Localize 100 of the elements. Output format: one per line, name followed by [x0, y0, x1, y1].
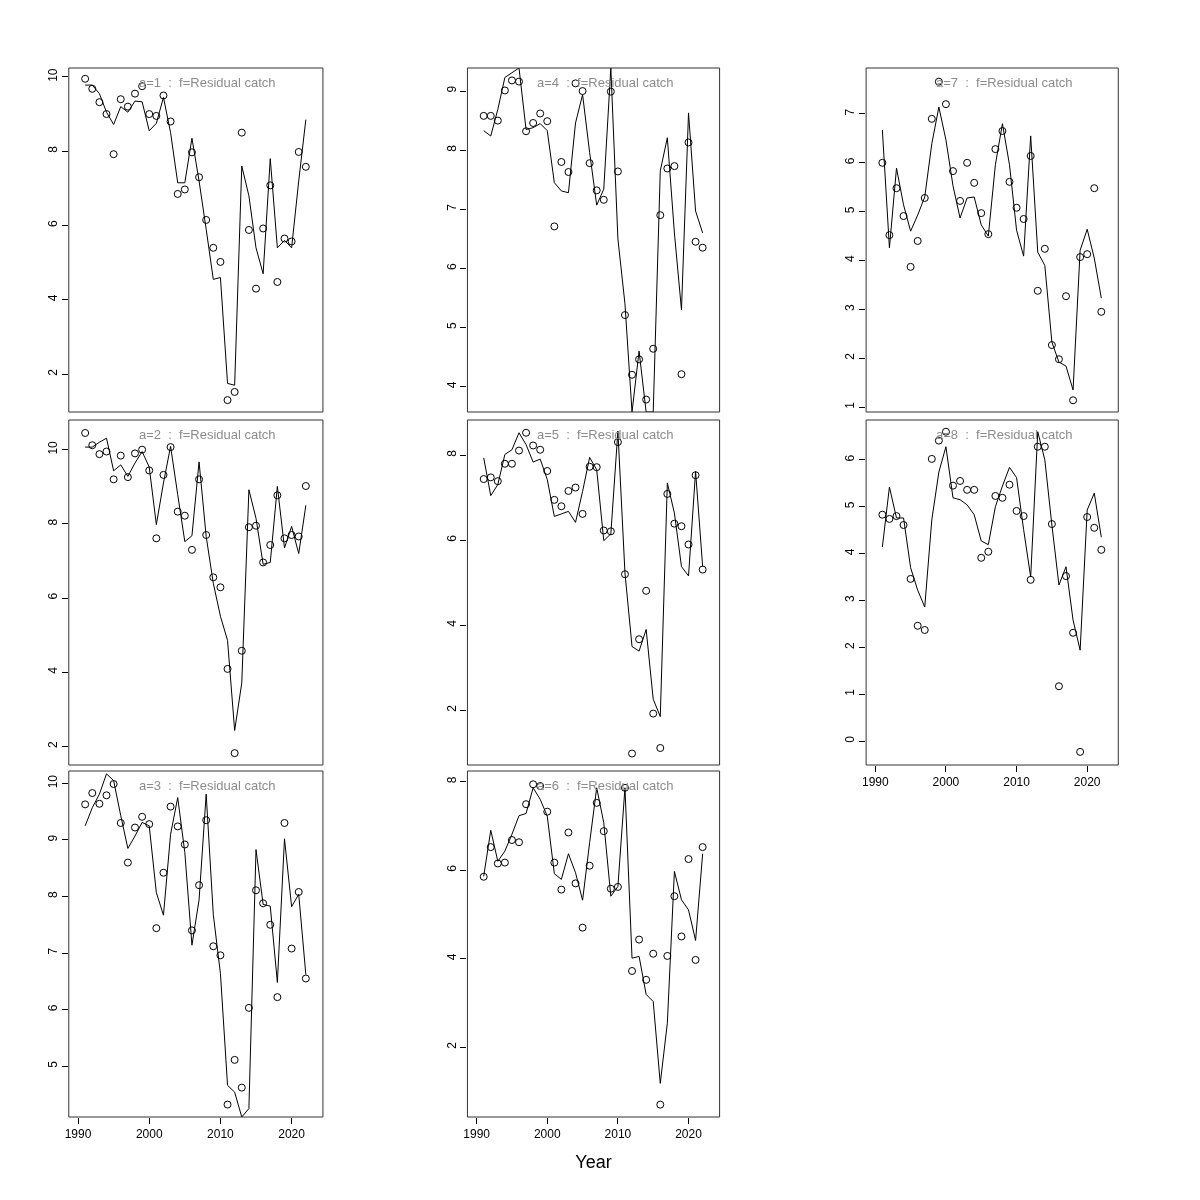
point [698, 565, 707, 574]
point [571, 879, 580, 888]
point [663, 951, 672, 960]
point [1062, 292, 1071, 301]
point [81, 74, 90, 83]
point [273, 491, 282, 500]
point [677, 932, 686, 941]
point [564, 486, 573, 495]
point [529, 780, 538, 789]
y-tick-label: 4 [444, 953, 459, 961]
point [529, 441, 538, 450]
x-tick-label: 2000 [533, 1127, 561, 1142]
point [109, 780, 118, 788]
point [273, 993, 282, 1002]
point [294, 147, 303, 156]
y-tick-label: 2 [45, 368, 60, 376]
point [977, 209, 986, 218]
point [635, 635, 644, 644]
point [1054, 682, 1063, 691]
y-tick-label: 3 [843, 303, 858, 311]
point [578, 509, 587, 518]
point [1097, 307, 1106, 316]
point [1047, 341, 1056, 350]
point [88, 789, 97, 798]
point [116, 819, 125, 828]
point [1069, 396, 1078, 405]
point [536, 445, 545, 454]
x-tick-label: 2000 [135, 1127, 163, 1142]
point [159, 91, 168, 100]
point [984, 230, 993, 239]
point [187, 926, 196, 935]
point [585, 462, 594, 471]
point [913, 621, 922, 630]
point [920, 193, 929, 202]
point [131, 89, 139, 98]
point [266, 541, 275, 550]
point [209, 942, 218, 951]
point [145, 110, 154, 119]
point [159, 470, 168, 479]
point [677, 370, 686, 379]
y-tick-label: 6 [45, 1004, 60, 1012]
point [493, 116, 502, 125]
point [237, 1083, 246, 1092]
point [949, 481, 957, 490]
point [116, 95, 125, 104]
point [109, 150, 118, 159]
point [663, 489, 672, 498]
point [885, 231, 894, 240]
point [927, 454, 936, 463]
point [102, 447, 111, 456]
point [294, 532, 303, 541]
y-tick-label: 8 [45, 518, 60, 526]
point [95, 98, 104, 107]
point [500, 459, 509, 468]
point [927, 114, 936, 123]
y-tick-label: 9 [45, 834, 60, 842]
point [698, 243, 707, 252]
point [585, 861, 594, 870]
point [273, 277, 282, 286]
point [145, 820, 154, 829]
point [906, 574, 915, 583]
point [913, 236, 922, 245]
point [123, 473, 132, 482]
y-tick-label: 4 [45, 666, 60, 674]
x-tick-label: 1990 [861, 775, 889, 790]
point [529, 118, 538, 127]
point [223, 396, 232, 405]
point [620, 570, 629, 579]
point [970, 178, 979, 187]
y-tick-label: 4 [843, 255, 858, 263]
point [152, 534, 161, 543]
point [1090, 523, 1099, 532]
point [557, 885, 566, 894]
x-tick-label: 2010 [1003, 775, 1031, 790]
line-series [881, 431, 1102, 651]
point [557, 502, 566, 511]
point [216, 257, 225, 266]
point [507, 836, 516, 845]
text: a=7 : f=Residual catch [936, 75, 1073, 90]
point [578, 923, 587, 932]
point [230, 749, 239, 758]
point [266, 920, 275, 929]
point [479, 475, 488, 484]
point [1054, 355, 1063, 364]
point [536, 109, 545, 118]
point [892, 184, 901, 193]
point [266, 181, 275, 190]
point [1019, 512, 1028, 521]
point [956, 476, 965, 485]
point [599, 526, 608, 535]
y-tick-label: 4 [444, 619, 459, 627]
point [259, 899, 268, 908]
point [906, 262, 915, 271]
point [195, 475, 204, 484]
point [1047, 520, 1056, 529]
point [109, 475, 118, 484]
x-tick-label: 1990 [463, 1127, 491, 1142]
point [280, 234, 289, 243]
y-tick-label: 10 [45, 68, 60, 82]
point [642, 975, 651, 984]
